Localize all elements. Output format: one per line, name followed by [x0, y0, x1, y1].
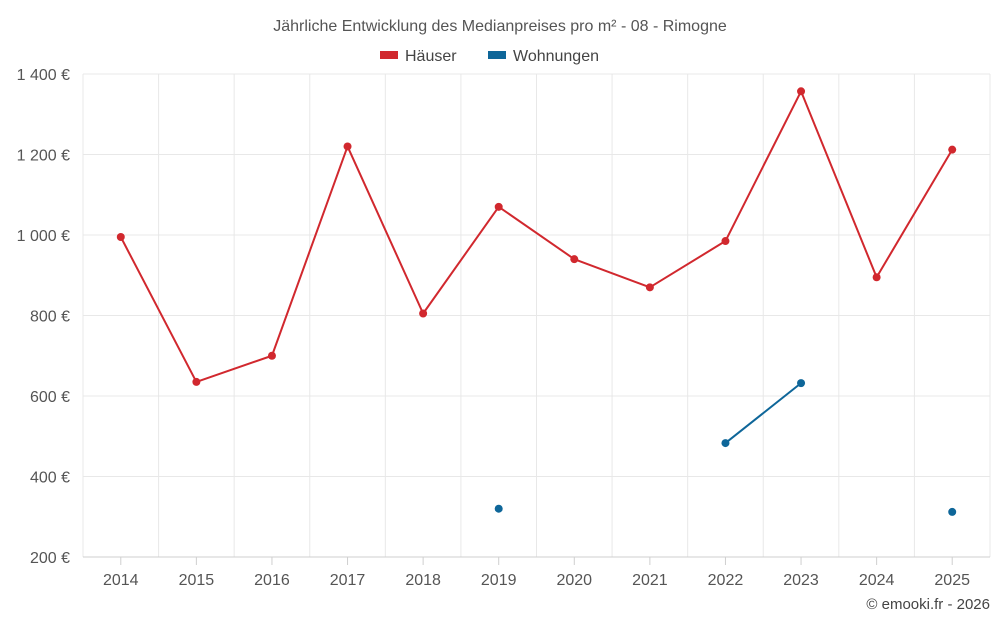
x-tick-label: 2024	[859, 572, 895, 589]
x-tick-label: 2019	[481, 572, 517, 589]
data-point[interactable]	[872, 273, 881, 282]
series-line-segment	[422, 205, 500, 315]
legend-label: Häuser	[405, 48, 457, 65]
x-tick-label: 2017	[330, 572, 366, 589]
data-point[interactable]	[343, 142, 352, 151]
y-tick-label: 800 €	[30, 309, 70, 326]
y-tick-label: 1 400 €	[17, 67, 70, 84]
x-tick-label: 2020	[556, 572, 592, 589]
y-tick-label: 200 €	[30, 550, 70, 567]
data-point[interactable]	[570, 255, 579, 264]
data-point[interactable]	[721, 439, 730, 448]
legend-item-wohnungen[interactable]: Wohnungen	[488, 48, 599, 65]
legend-swatch	[488, 51, 506, 59]
x-tick-label: 2022	[708, 572, 744, 589]
y-tick-label: 600 €	[30, 389, 70, 406]
x-tick-label: 2018	[405, 572, 441, 589]
chart-title: Jährliche Entwicklung des Medianpreises …	[273, 18, 727, 35]
data-point[interactable]	[948, 507, 957, 516]
legend-item-häuser[interactable]: Häuser	[380, 48, 457, 65]
y-tick-label: 1 200 €	[17, 148, 70, 165]
legend[interactable]: Häuser Wohnungen	[380, 48, 599, 65]
data-point[interactable]	[494, 202, 503, 211]
data-point[interactable]	[948, 145, 957, 154]
data-point[interactable]	[721, 237, 730, 246]
series-häuser	[116, 87, 957, 386]
x-tick-label: 2025	[934, 572, 970, 589]
data-point[interactable]	[797, 379, 806, 388]
series-line-segment	[875, 148, 954, 279]
x-tick-label: 2021	[632, 572, 668, 589]
legend-label: Wohnungen	[513, 48, 599, 65]
data-point[interactable]	[192, 377, 201, 386]
x-tick-label: 2023	[783, 572, 819, 589]
y-tick-label: 400 €	[30, 470, 70, 487]
data-point[interactable]	[645, 283, 654, 292]
data-point[interactable]	[797, 87, 806, 96]
series-line-segment	[800, 90, 878, 279]
series-line-segment	[573, 258, 651, 289]
x-tick-label: 2016	[254, 572, 290, 589]
data-point[interactable]	[494, 504, 503, 513]
legend-swatch	[380, 51, 398, 59]
data-point[interactable]	[419, 309, 428, 318]
series-line-segment	[346, 145, 425, 315]
x-tick-label: 2014	[103, 572, 139, 589]
data-point[interactable]	[116, 233, 125, 242]
copyright-text: © emooki.fr - 2026	[866, 596, 990, 613]
series-line-segment	[195, 354, 273, 383]
series-line-segment	[648, 240, 727, 289]
series-line-segment	[724, 90, 803, 243]
series-line-segment	[119, 236, 198, 383]
series-line-segment	[724, 382, 803, 445]
series-group	[116, 87, 957, 516]
series-line-segment	[497, 205, 576, 261]
x-tick-labels: 2014 2015 2016 2017 2018 2019 2020 2021 2022 2023…	[103, 557, 970, 589]
x-gridlines	[82, 74, 991, 557]
x-tick-label: 2015	[179, 572, 215, 589]
y-tick-labels: 200 € 400 € 600 € 800 € 1 000 € 1 200 € 1 400 …	[17, 67, 70, 567]
series-line-segment	[270, 145, 349, 357]
y-tick-label: 1 000 €	[17, 228, 70, 245]
data-point[interactable]	[267, 351, 276, 360]
series-wohnungen	[494, 379, 957, 516]
